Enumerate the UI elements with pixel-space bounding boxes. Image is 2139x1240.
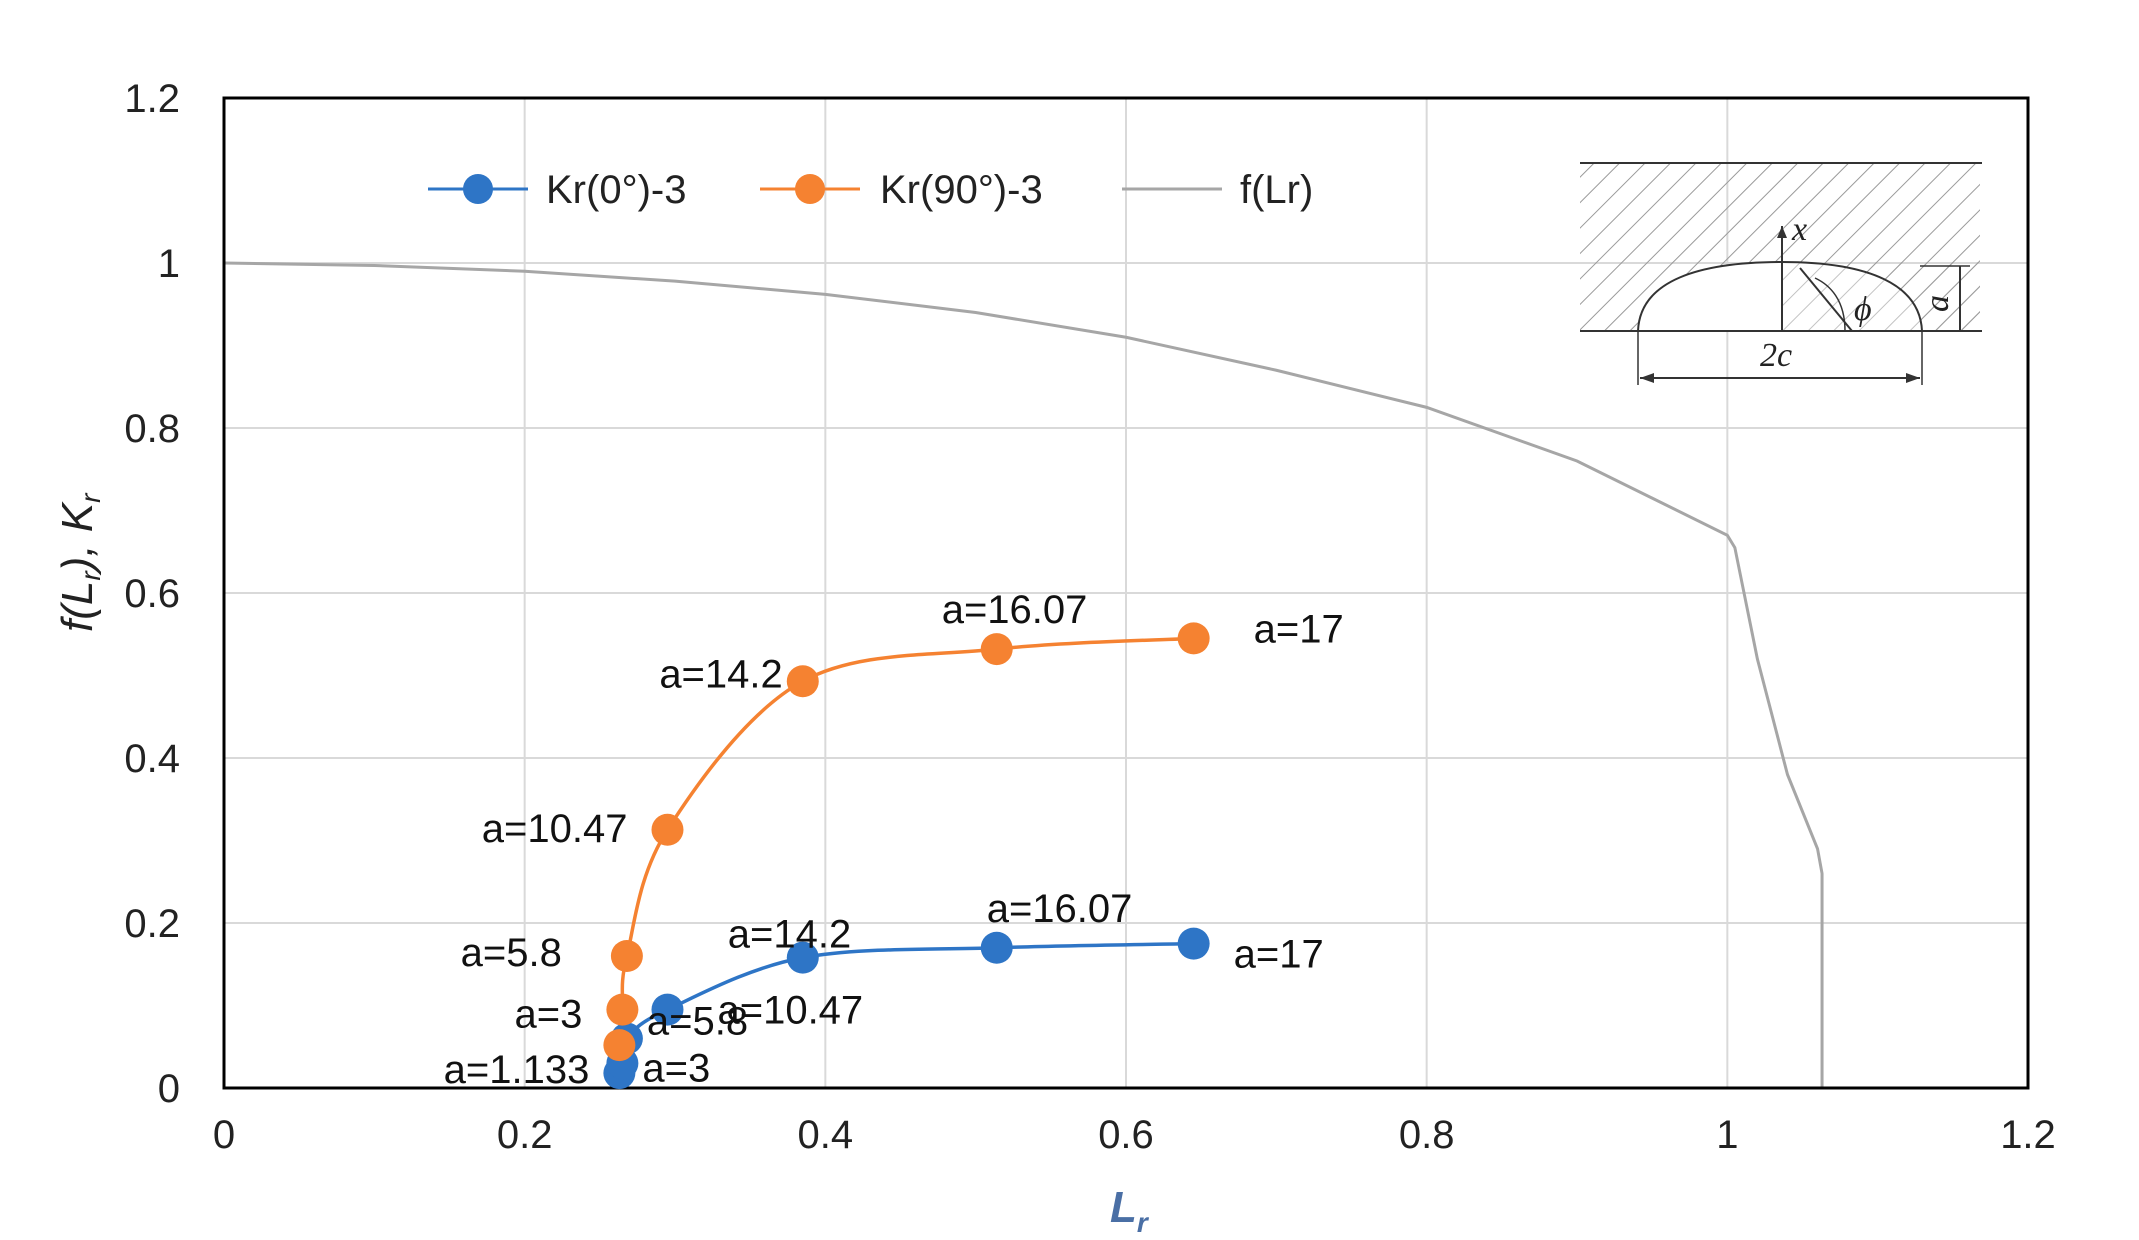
x-tick-label: 0.2 — [497, 1113, 553, 1157]
inset-phi-label: ϕ — [1854, 291, 1872, 328]
data-point-kr90-0 — [603, 1029, 636, 1062]
point-label-kr0-1: a=3 — [642, 1046, 710, 1090]
point-label-kr90-6: a=17 — [1254, 607, 1344, 651]
point-label-kr90-4: a=14.2 — [659, 652, 782, 696]
data-point-kr90-2 — [610, 940, 643, 972]
data-point-kr0-5 — [980, 931, 1013, 964]
y-tick-label: 1.2 — [124, 77, 180, 121]
point-label-kr0-2: a=5.8 — [647, 1000, 748, 1044]
point-label-kr0-0: a=1.133 — [444, 1048, 590, 1092]
legend-marker-kr90 — [795, 174, 825, 204]
data-point-kr0-6 — [1177, 927, 1210, 960]
series-line-kr90 — [617, 636, 1194, 1046]
inset-phi-ray — [1799, 267, 1853, 332]
y-axis-ticks: 0 0.2 0.4 0.6 0.8 1 1.2 — [124, 77, 180, 1111]
series-line-flr — [223, 261, 1824, 1088]
legend-label-kr90: Kr(90°)-3 — [880, 168, 1043, 212]
y-axis-title-part2: ), K — [53, 501, 102, 576]
x-tick-label: 0 — [213, 1113, 235, 1157]
legend-label-flr: f(Lr) — [1240, 168, 1313, 212]
inset-2c-arrow-left — [1640, 373, 1654, 383]
crack-schematic-inset: x ϕ a 2c — [1580, 162, 1982, 385]
data-point-kr0-3 — [651, 993, 684, 1026]
data-point-kr0-4 — [786, 941, 819, 974]
point-label-kr90-1: a=3 — [515, 993, 583, 1037]
x-tick-label: 0.4 — [798, 1113, 854, 1157]
y-axis-title-sub1: r — [75, 570, 106, 581]
inset-right-strip — [1782, 262, 1980, 331]
point-label-kr0-3: a=10.47 — [717, 989, 863, 1033]
x-tick-label: 0.6 — [1098, 1113, 1154, 1157]
point-label-kr0-6: a=17 — [1234, 933, 1324, 977]
x-tick-label: 1.2 — [2000, 1113, 2056, 1157]
inset-phi-arc — [1814, 277, 1846, 332]
y-axis-title: f(Lr), Kr — [53, 492, 106, 632]
inset-2c-arrow-right — [1906, 373, 1920, 383]
inset-2c-label: 2c — [1760, 337, 1792, 374]
y-axis-title-sub2: r — [75, 492, 106, 503]
data-point-kr90-5 — [980, 633, 1013, 666]
y-axis-title-part1: f(L — [53, 581, 102, 632]
y-tick-label: 0.6 — [124, 572, 180, 616]
point-label-kr90-2: a=5.8 — [461, 931, 562, 975]
point-labels: a=1.133 a=3a=5.8a=10.47a=14.2a=16.07a=17a… — [444, 588, 1344, 1092]
x-axis-title-sub: r — [1137, 1207, 1150, 1238]
inset-x-label: x — [1791, 211, 1807, 248]
data-point-kr90-4 — [786, 665, 819, 698]
legend-marker-kr0 — [463, 174, 493, 204]
x-tick-label: 0.8 — [1399, 1113, 1455, 1157]
y-tick-label: 0.8 — [124, 407, 180, 451]
x-tick-label: 1 — [1716, 1113, 1738, 1157]
plot-area-frame — [222, 96, 2030, 1090]
inset-x-arrow — [1777, 226, 1787, 238]
y-tick-label: 0.4 — [124, 737, 180, 781]
data-point-kr90-1 — [606, 993, 639, 1026]
legend-label-kr0: Kr(0°)-3 — [546, 168, 686, 212]
point-label-kr90-3: a=10.47 — [482, 807, 628, 851]
x-axis-ticks: 0 0.2 0.4 0.6 0.8 1 1.2 — [213, 1113, 2056, 1157]
inset-a-label: a — [1919, 295, 1956, 312]
data-point-kr90-6 — [1177, 622, 1210, 655]
point-label-kr0-5: a=16.07 — [987, 887, 1133, 931]
series-markers — [603, 622, 1210, 1090]
point-label-kr90-5: a=16.07 — [942, 588, 1088, 632]
x-axis-title-main: L — [1110, 1183, 1137, 1232]
data-point-kr90-3 — [651, 813, 684, 846]
point-label-kr0-4: a=14.2 — [728, 913, 851, 957]
y-tick-label: 1 — [158, 242, 180, 286]
y-tick-label: 0.2 — [124, 902, 180, 946]
x-axis-title: Lr — [1110, 1183, 1150, 1238]
y-tick-label: 0 — [158, 1067, 180, 1111]
legend: Kr(0°)-3 Kr(90°)-3 f(Lr) — [428, 168, 1313, 212]
